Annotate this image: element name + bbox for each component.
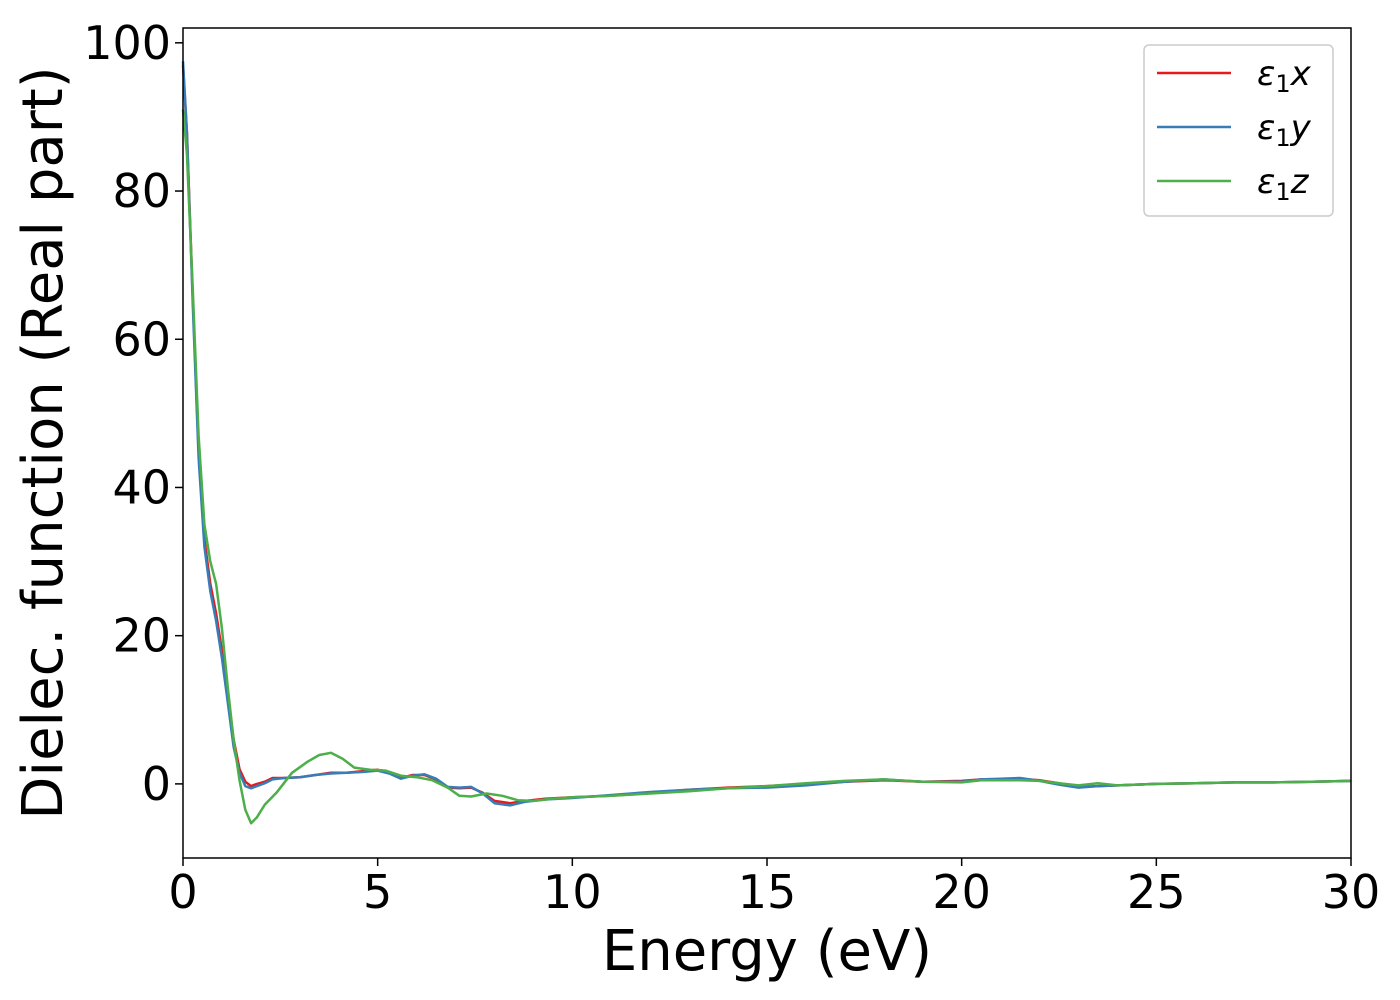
x-tick-label: 30	[1322, 865, 1381, 919]
series-line-z	[181, 109, 1352, 825]
x-axis-ticks: 0 5 10 15 20 25 30	[168, 858, 1380, 919]
legend-label-z: ε1z	[1257, 162, 1310, 206]
legend-box	[1143, 44, 1334, 217]
x-tick-label: 5	[363, 865, 392, 919]
y-tick-label: 20	[112, 609, 171, 663]
y-axis-ticks: 0 20 40 60 80 100	[83, 16, 183, 811]
y-axis-label: Dielec. function (Real part)	[11, 66, 76, 819]
series-layer	[181, 61, 1352, 825]
x-tick-label: 0	[168, 865, 197, 919]
x-tick-label: 25	[1127, 865, 1186, 919]
legend-label-x: ε1x	[1257, 54, 1312, 98]
legend-entries: ε1x ε1y ε1z	[1157, 54, 1312, 206]
y-tick-label: 80	[112, 164, 171, 218]
x-tick-label: 15	[738, 865, 797, 919]
y-tick-label: 40	[112, 460, 171, 514]
y-tick-label: 0	[142, 757, 171, 811]
legend: ε1x ε1y ε1z	[1143, 44, 1334, 217]
x-axis-label: Energy (eV)	[602, 919, 932, 984]
y-tick-label: 60	[112, 312, 171, 366]
y-tick-label: 100	[83, 16, 171, 70]
x-tick-label: 10	[543, 865, 602, 919]
x-tick-label: 20	[932, 865, 991, 919]
legend-label-y: ε1y	[1257, 108, 1312, 152]
